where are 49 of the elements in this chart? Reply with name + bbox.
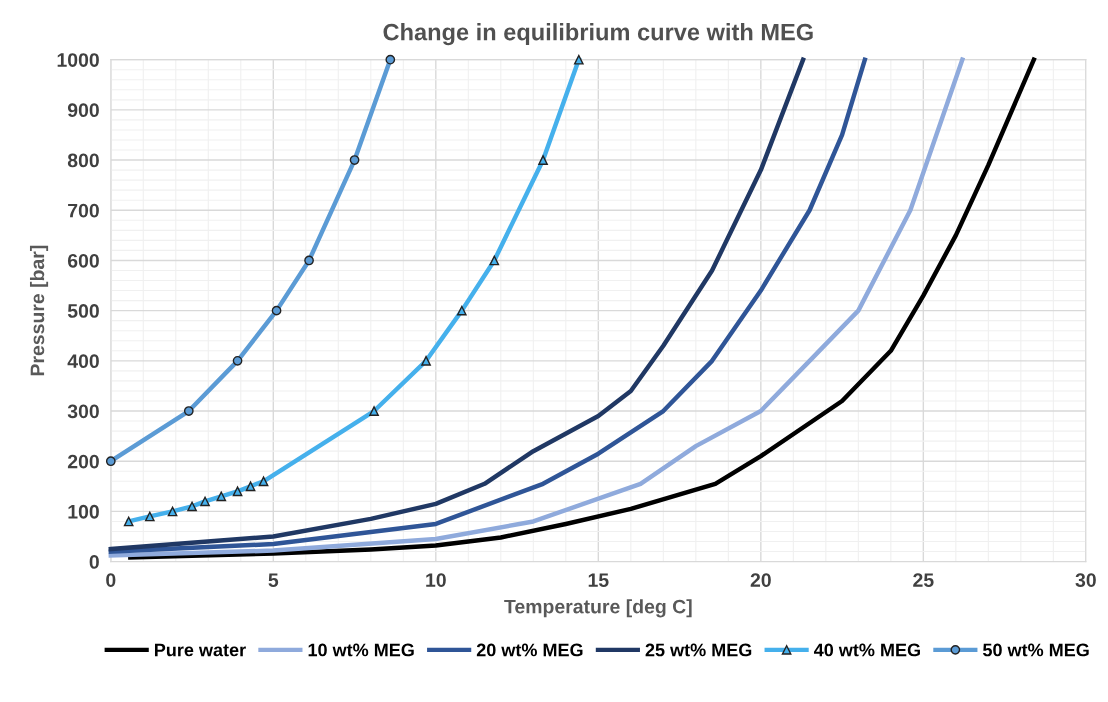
point (167, 506, 178, 517)
y-tick-label: 700 (68, 203, 99, 218)
y-tick-label: 200 (67, 454, 99, 469)
point (369, 406, 379, 416)
y-tick-label: 900 (67, 103, 99, 118)
y-axis-title: Pressure [bar] (29, 245, 49, 376)
y-tick-label: 500 (67, 304, 99, 318)
point (538, 155, 548, 165)
x-tick-label: 25 (913, 573, 934, 587)
point (144, 511, 155, 522)
x-tick-label: 10 (426, 573, 446, 587)
legend-label: 40 wt% MEG (813, 643, 920, 657)
point (258, 476, 269, 487)
y-tick-label: 300 (67, 404, 99, 419)
y-tick-label: 600 (67, 253, 99, 268)
x-tick-label: 0 (106, 573, 116, 587)
y-tick-label: 100 (68, 504, 99, 519)
point (385, 54, 396, 65)
x-tick-label: 30 (1075, 573, 1096, 588)
point (187, 501, 197, 512)
point (349, 155, 360, 165)
chart-title: Change in equilibrium curve with MEG (383, 23, 813, 46)
point (200, 496, 210, 507)
x-tick-label: 15 (588, 573, 609, 587)
x-axis-title: Temperature [deg C] (504, 599, 692, 618)
point (232, 355, 243, 366)
legend-label: 10 wt% MEG (308, 643, 414, 657)
point (271, 305, 282, 316)
point (456, 305, 467, 316)
point (232, 486, 243, 497)
point (183, 406, 194, 416)
legend-label: Pure water (154, 643, 246, 657)
y-tick-label: 800 (67, 153, 99, 168)
point (105, 456, 116, 467)
point (421, 355, 431, 366)
y-tick-label: 400 (67, 354, 99, 369)
legend-label: 25 wt% MEG (645, 643, 752, 657)
legend-label: 20 wt% MEG (476, 643, 583, 657)
y-tick-label: 0 (89, 555, 99, 569)
point (216, 491, 227, 502)
point (489, 255, 500, 266)
point (304, 255, 314, 266)
y-tick-label: 1000 (57, 53, 99, 67)
x-tick-label: 20 (750, 573, 771, 587)
legend-label: 50 wt% MEG (983, 643, 1089, 657)
point (573, 54, 584, 65)
point (245, 481, 256, 492)
x-tick-label: 5 (268, 573, 279, 587)
point (123, 516, 134, 527)
